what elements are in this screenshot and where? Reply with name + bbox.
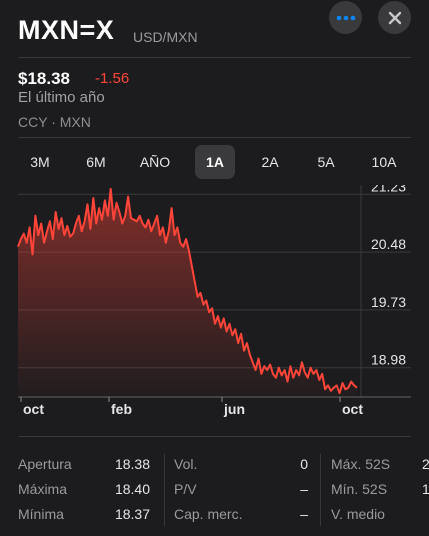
tab-3m[interactable]: 3M	[30, 154, 50, 170]
y-tick-label: 20.48	[371, 236, 406, 252]
x-tick-label: oct	[23, 401, 44, 417]
stat-value: –	[300, 481, 308, 497]
x-tick-label: feb	[111, 401, 132, 417]
y-tick-label: 21.23	[371, 185, 406, 194]
stat-label: V. medio	[331, 506, 385, 522]
tab-2y[interactable]: 2A	[261, 154, 279, 170]
stats-panel: Apertura 18.38 Máxima 18.40 Mínima 18.37…	[0, 452, 429, 536]
ellipsis-icon	[336, 15, 355, 20]
range-tabs: 3M 6M AÑO 1A 2A 5A 10A	[0, 145, 429, 181]
y-tick-label: 19.73	[371, 294, 406, 310]
stat-label: Máxima	[18, 481, 68, 497]
stat-label: Apertura	[18, 456, 72, 472]
symbol-title: MXN=X	[18, 15, 115, 45]
tab-1y[interactable]: 1A	[195, 145, 235, 179]
stat-label: Máx. 52S	[331, 456, 391, 472]
close-button[interactable]	[378, 1, 411, 34]
stat-value: 18.37	[114, 506, 150, 522]
stat-label: Mínima	[18, 506, 64, 522]
stat-value: 0	[300, 456, 308, 472]
stat-value: –	[300, 506, 308, 522]
x-tick-label: jun	[223, 401, 245, 417]
price-line	[17, 187, 358, 395]
tab-ytd[interactable]: AÑO	[139, 154, 171, 170]
header-divider	[18, 57, 411, 58]
stat-value: 18.40	[114, 481, 150, 497]
quote-divider	[18, 137, 411, 138]
stat-value: 1	[422, 481, 429, 497]
price-area	[18, 188, 357, 397]
close-x-icon	[388, 11, 401, 24]
y-tick-label: 18.98	[371, 352, 406, 368]
stat-label: Mín. 52S	[331, 481, 388, 497]
stat-value: 2	[422, 456, 429, 472]
x-tick-label: oct	[342, 401, 363, 417]
currency-info: CCY · MXN	[18, 114, 91, 130]
stats-divider	[164, 454, 165, 526]
stat-label: P/V	[174, 481, 197, 497]
stat-value: 18.38	[114, 456, 150, 472]
stat-label: Vol.	[174, 456, 198, 472]
current-price: $18.38	[18, 69, 70, 88]
stats-divider	[320, 454, 321, 526]
chart-divider	[18, 436, 411, 437]
tab-10y[interactable]: 10A	[371, 154, 397, 170]
tab-5y[interactable]: 5A	[317, 154, 335, 170]
currency-pair-label: USD/MXN	[133, 29, 198, 45]
price-chart[interactable]: 21.23 20.48 19.73 18.98 oct feb jun oct	[0, 185, 429, 425]
more-options-button[interactable]	[329, 1, 362, 34]
price-change: -1.56	[95, 70, 130, 87]
period-label: El último año	[18, 89, 105, 106]
stat-label: Cap. merc.	[174, 506, 243, 522]
tab-6m[interactable]: 6M	[86, 154, 106, 170]
